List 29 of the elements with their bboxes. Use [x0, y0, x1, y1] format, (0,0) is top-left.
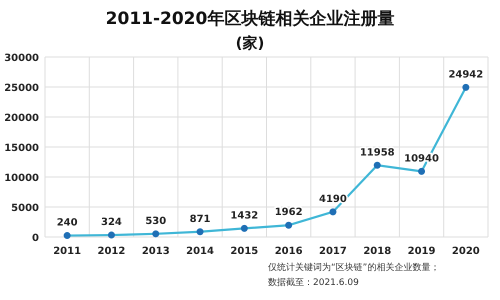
data-label: 1962	[274, 207, 303, 218]
y-tick-label: 10000	[4, 173, 40, 184]
data-label: 11958	[360, 147, 395, 158]
text: 仅统计关键词为“区块链”的相关企业数量；	[268, 262, 440, 273]
data-label: 240	[56, 218, 78, 229]
x-tick-label: 2014	[186, 246, 214, 257]
y-tick-label: 25000	[4, 83, 40, 94]
x-tick-label: 2019	[408, 246, 436, 257]
data-label: 324	[101, 217, 122, 228]
x-tick-label: 2017	[319, 246, 347, 257]
x-tick-label: 2020	[452, 246, 480, 257]
chart-subtitle: (家)	[236, 34, 264, 52]
y-tick-label: 15000	[4, 143, 40, 154]
x-tick-label: 2018	[363, 246, 392, 257]
y-tick-label: 20000	[4, 113, 40, 124]
data-label: 530	[145, 216, 166, 227]
x-tick-label: 2013	[142, 246, 170, 257]
x-tick-label: 2012	[98, 246, 126, 257]
x-tick-label: 2015	[230, 246, 258, 257]
text: 数据截至：2021.6.09	[268, 277, 360, 288]
x-tick-label: 2016	[274, 246, 303, 257]
y-tick-label: 0	[32, 233, 40, 244]
data-label: 24942	[448, 69, 484, 80]
y-tick-label: 30000	[4, 53, 40, 64]
chart-title: 2011-2020年区块链相关企业注册量	[106, 9, 394, 29]
y-tick-label: 5000	[11, 203, 40, 214]
data-label: 1432	[230, 210, 258, 222]
data-label: 871	[190, 214, 211, 225]
x-tick-label: 2011	[53, 246, 82, 257]
